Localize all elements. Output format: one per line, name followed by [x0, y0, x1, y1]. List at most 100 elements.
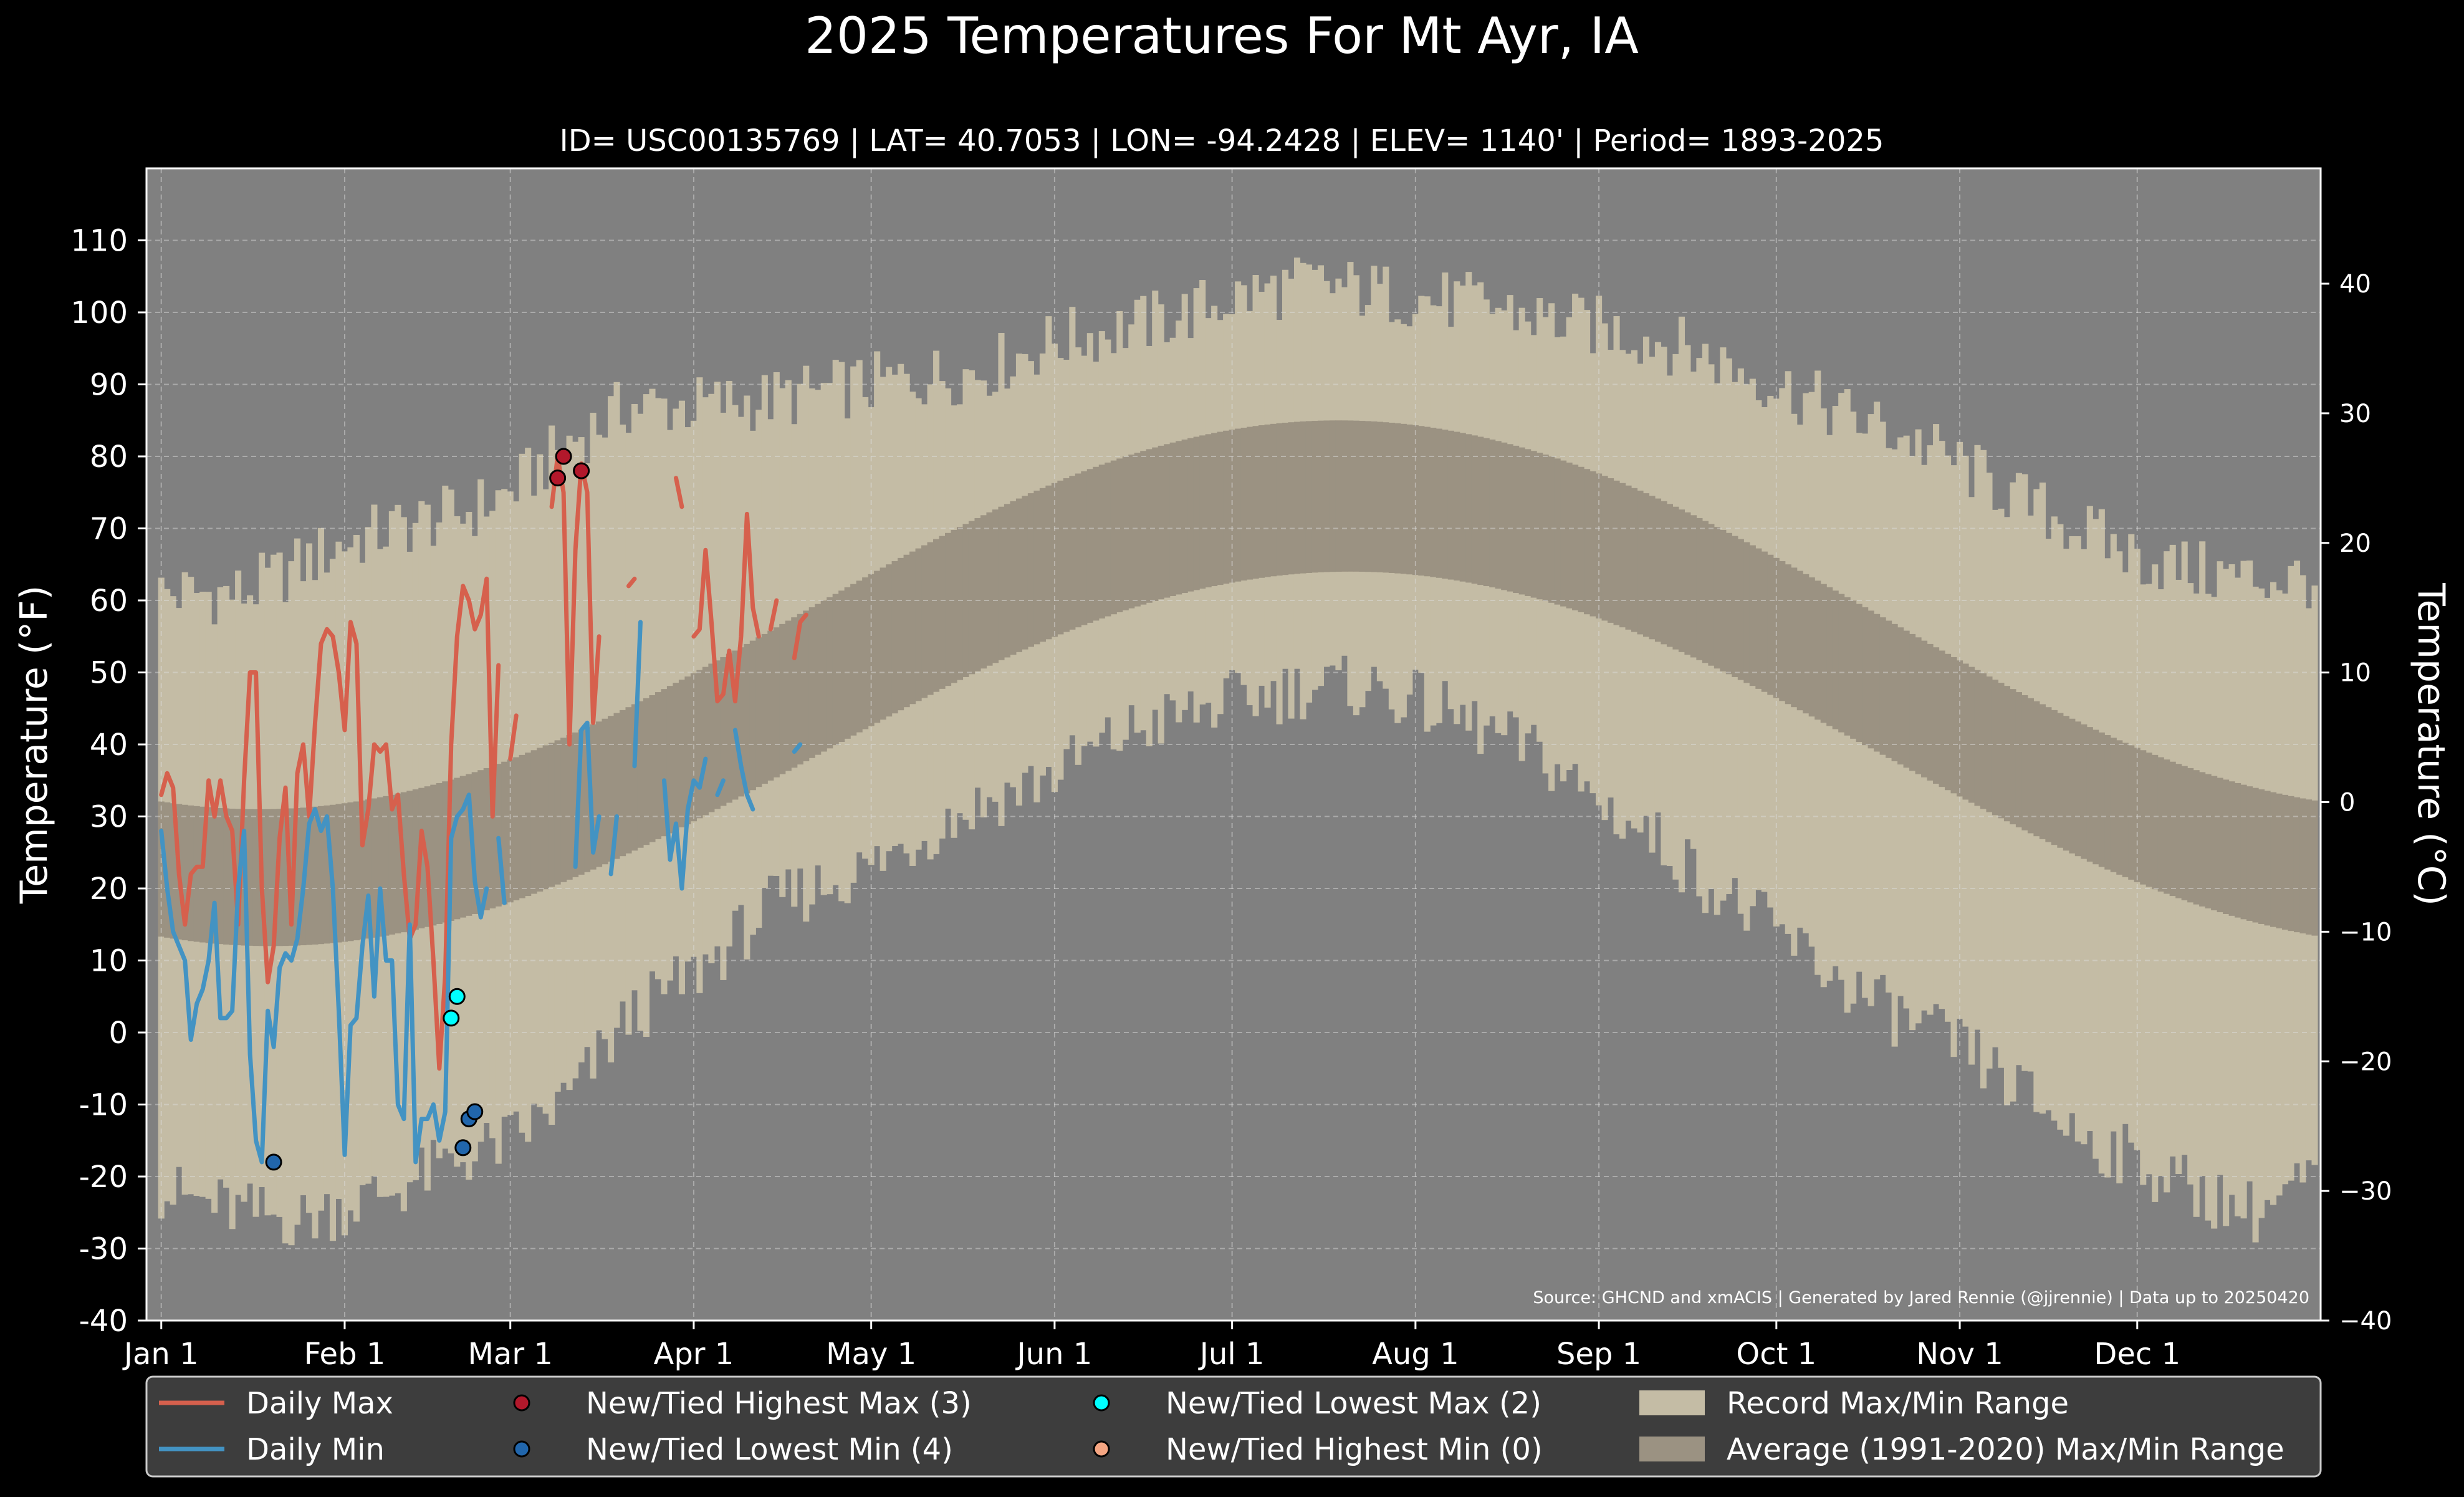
normal-range-bar [282, 809, 289, 946]
normal-range-bar [2145, 753, 2152, 887]
chart-subtitle: ID= USC00135769 | LAT= 40.7053 | LON= -9… [560, 123, 1884, 158]
normal-range-bar [264, 809, 271, 946]
normal-range-bar [779, 623, 786, 774]
normal-range-bar [1808, 577, 1815, 717]
normal-range-bar [992, 509, 999, 663]
normal-range-bar [1075, 473, 1081, 628]
normal-range-bar [1063, 478, 1070, 632]
normal-range-bar [2252, 787, 2259, 923]
y-left-tick-label: 30 [90, 800, 128, 835]
normal-range-bar [1335, 420, 1342, 572]
normal-range-bar [1122, 456, 1129, 610]
new-highest-max-point [555, 448, 572, 465]
record-range-bar [613, 382, 620, 1028]
normal-range-bar [1714, 527, 1720, 669]
normal-range-bar [2258, 789, 2265, 924]
normal-range-bar [838, 590, 845, 742]
normal-range-bar [1690, 515, 1697, 658]
new-lowest-max-point [448, 988, 466, 1005]
normal-range-bar [412, 789, 419, 930]
degree-symbol-right: ° [2409, 847, 2453, 865]
new-lowest-min-point [466, 1103, 484, 1120]
y-left-tick-label: -20 [79, 1160, 128, 1195]
normal-range-bar [2003, 686, 2011, 822]
new-highest-max-point [573, 462, 590, 479]
normal-range-bar [732, 650, 739, 800]
y-left-tick-label: 50 [90, 656, 128, 691]
normal-range-bar [1998, 683, 2005, 819]
y-right-tick-label: −20 [2339, 1047, 2392, 1076]
y-axis-label-right: Temperature (°C) [2409, 582, 2453, 906]
normal-range-bar [891, 561, 898, 714]
normal-range-bar [785, 620, 792, 771]
normal-range-bar [1518, 447, 1525, 595]
normal-range-bar [1897, 627, 1904, 765]
normal-range-bar [986, 512, 993, 666]
legend-dot-swatch [1093, 1440, 1110, 1458]
normal-range-bar [714, 660, 721, 809]
normal-range-bar [1311, 420, 1318, 573]
normal-range-bar [471, 772, 478, 914]
normal-range-bar [666, 686, 674, 834]
normal-range-bar [1116, 458, 1123, 612]
normal-range-bar [602, 718, 608, 865]
normal-range-bar [252, 809, 259, 946]
normal-range-bar [181, 804, 188, 941]
normal-range-bar [549, 743, 555, 887]
legend-label: Daily Max [246, 1386, 393, 1421]
normal-range-bar [1666, 504, 1674, 647]
normal-range-bar [459, 776, 466, 918]
normal-range-bar [921, 545, 928, 698]
normal-range-bar [903, 554, 910, 708]
normal-range-bar [2110, 738, 2117, 872]
normal-range-bar [1353, 420, 1359, 572]
normal-range-bar [1293, 421, 1301, 574]
normal-range-bar [1436, 428, 1442, 578]
normal-range-bar [1288, 422, 1295, 575]
normal-range-bar [1406, 424, 1413, 575]
normal-range-bar [1608, 478, 1614, 623]
normal-range-bar [1412, 425, 1419, 575]
normal-range-bar [383, 796, 390, 936]
normal-range-bar [1507, 444, 1513, 592]
normal-range-bar [749, 640, 756, 791]
record-range-bar [654, 398, 662, 980]
normal-range-bar [1424, 426, 1431, 577]
normal-range-bar [1950, 657, 1957, 794]
legend-box-swatch [1639, 1437, 1705, 1461]
normal-range-bar [1915, 637, 1922, 774]
normal-range-bar [1767, 554, 1774, 695]
normal-range-bar [158, 801, 165, 937]
normal-range-bar [945, 532, 952, 686]
normal-range-bar [2069, 718, 2076, 854]
normal-range-bar [1169, 442, 1176, 596]
normal-range-bar [1371, 421, 1378, 572]
normal-range-bar [2175, 764, 2182, 898]
x-tick-label: Aug 1 [1372, 1337, 1459, 1372]
normal-range-bar [1258, 425, 1265, 578]
legend-label: Daily Min [246, 1432, 385, 1467]
normal-range-bar [1909, 633, 1916, 771]
normal-range-bar [560, 738, 567, 882]
normal-range-bar [1820, 584, 1827, 723]
record-range-bar [2193, 593, 2200, 1217]
plot-area: Source: GHCND and xmACIS | Generated by … [145, 167, 2322, 1322]
y-left-tick-label: 0 [108, 1016, 128, 1051]
normal-range-bar [1560, 460, 1567, 607]
normal-range-bar [170, 803, 176, 939]
normal-range-bar [1264, 424, 1271, 577]
normal-range-bar [205, 807, 212, 943]
normal-range-bar [1566, 462, 1573, 609]
normal-range-bar [1796, 570, 1803, 711]
normal-range-bar [2276, 793, 2283, 928]
y-left-tick-label: 20 [90, 872, 128, 907]
normal-range-bar [927, 542, 934, 695]
normal-range-bar [1601, 476, 1608, 621]
normal-range-bar [696, 670, 703, 819]
normal-range-bar [436, 782, 443, 924]
normal-range-bar [2164, 759, 2170, 894]
normal-range-bar [2240, 784, 2247, 920]
normal-range-bar [1578, 466, 1584, 612]
normal-range-bar [1530, 451, 1537, 598]
